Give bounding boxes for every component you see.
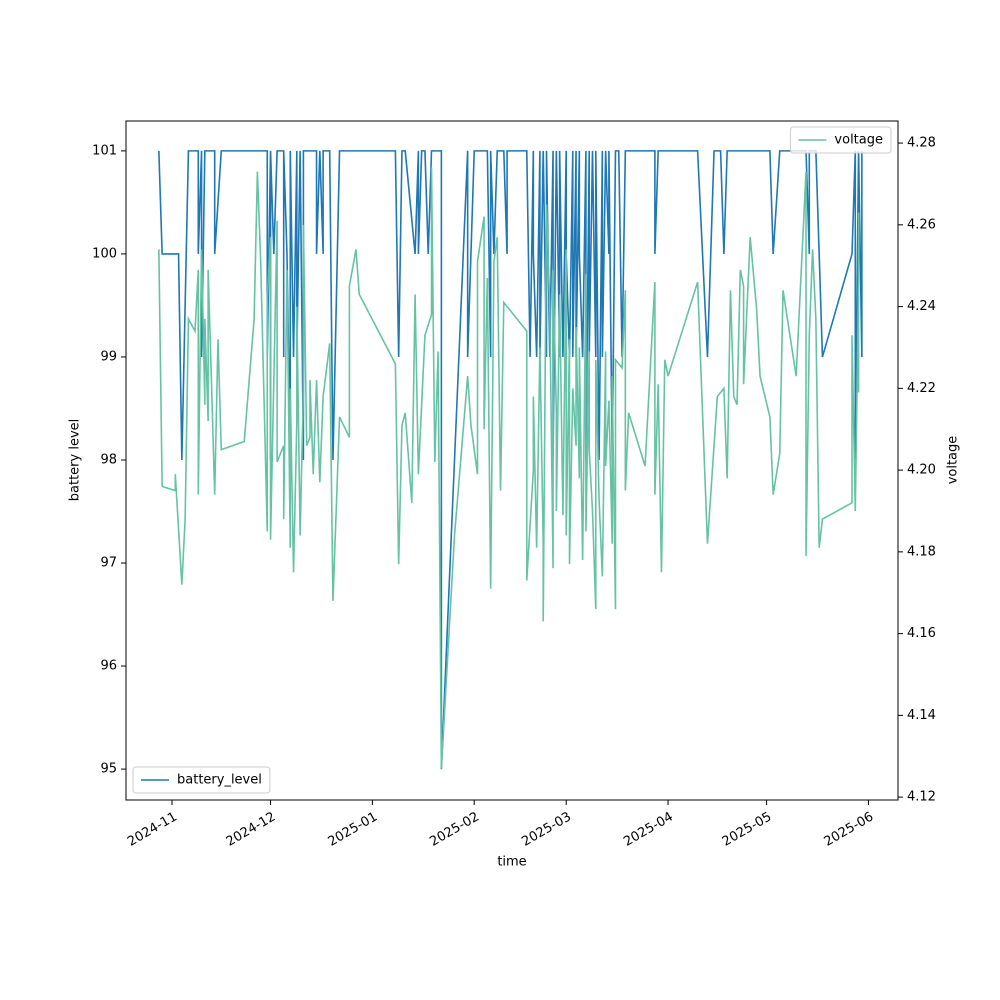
x-tick-label: 2025-06	[822, 810, 877, 850]
y-tick-label: 99	[100, 349, 117, 364]
plot-frame	[125, 120, 899, 801]
y-tick-label: 97	[100, 556, 117, 571]
x-axis-label: time	[497, 855, 526, 870]
x-tick-label: 2024-11	[125, 810, 180, 850]
legend-label: voltage	[834, 133, 883, 148]
y-tick-label: 100	[92, 246, 117, 261]
y-tick-label: 98	[100, 452, 117, 467]
y2-tick-label: 4.26	[907, 217, 936, 232]
y2-tick-label: 4.22	[907, 381, 936, 396]
y2-tick-label: 4.28	[907, 136, 936, 151]
x-tick-label: 2025-03	[519, 810, 574, 850]
series-line	[158, 150, 863, 770]
y2-tick-label: 4.18	[907, 544, 936, 559]
legend: voltage	[789, 126, 892, 154]
legend-label: battery_level	[177, 773, 262, 788]
y-tick-label: 96	[100, 659, 117, 674]
legend-box	[789, 126, 892, 154]
y2-axis-label: voltage	[946, 436, 961, 485]
y2-tick-label: 4.20	[907, 463, 936, 478]
y2-tick-label: 4.12	[907, 790, 936, 805]
y2-tick-label: 4.16	[907, 626, 936, 641]
x-tick-label: 2025-04	[621, 810, 676, 850]
x-tick-label: 2024-12	[224, 810, 279, 850]
y2-tick-label: 4.24	[907, 299, 936, 314]
y2-tick-label: 4.14	[907, 708, 936, 723]
legend-box	[132, 766, 271, 794]
x-tick-label: 2025-01	[326, 810, 381, 850]
legend: battery_level	[132, 766, 271, 794]
y-tick-label: 95	[100, 762, 117, 777]
series-line	[158, 167, 860, 769]
y-axis-label: battery level	[68, 419, 83, 502]
x-tick-label: 2025-02	[427, 810, 482, 850]
y-tick-label: 101	[92, 143, 117, 158]
x-tick-label: 2025-05	[720, 810, 775, 850]
